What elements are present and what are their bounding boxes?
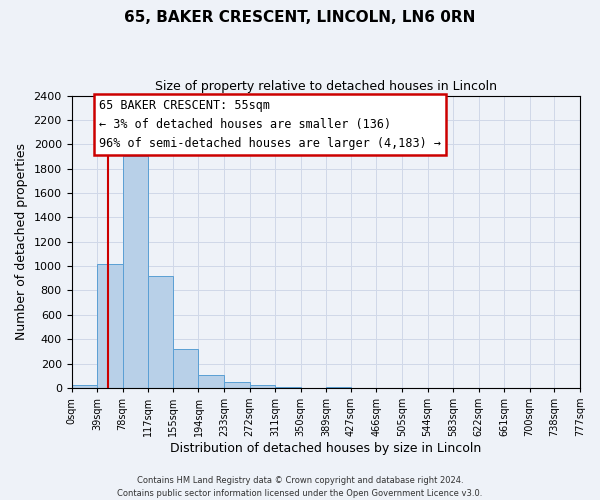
Bar — [275, 386, 301, 388]
Bar — [71, 386, 97, 388]
Text: Contains HM Land Registry data © Crown copyright and database right 2024.
Contai: Contains HM Land Registry data © Crown c… — [118, 476, 482, 498]
Bar — [173, 349, 199, 388]
Bar — [122, 156, 148, 388]
Bar — [199, 374, 224, 388]
X-axis label: Distribution of detached houses by size in Lincoln: Distribution of detached houses by size … — [170, 442, 481, 455]
Y-axis label: Number of detached properties: Number of detached properties — [15, 143, 28, 340]
Bar — [97, 264, 122, 388]
Text: 65 BAKER CRESCENT: 55sqm
← 3% of detached houses are smaller (136)
96% of semi-d: 65 BAKER CRESCENT: 55sqm ← 3% of detache… — [99, 99, 441, 150]
Bar — [224, 382, 250, 388]
Text: 65, BAKER CRESCENT, LINCOLN, LN6 0RN: 65, BAKER CRESCENT, LINCOLN, LN6 0RN — [124, 10, 476, 25]
Title: Size of property relative to detached houses in Lincoln: Size of property relative to detached ho… — [155, 80, 497, 93]
Bar — [250, 386, 275, 388]
Bar — [148, 276, 173, 388]
